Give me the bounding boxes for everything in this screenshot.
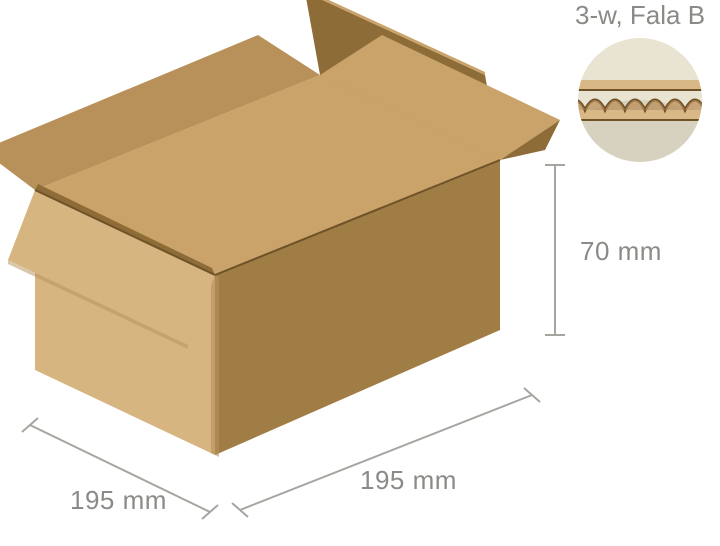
- box-body: [0, 0, 560, 457]
- cardboard-type-label: 3-w, Fala B: [575, 0, 705, 31]
- flute-badge: [570, 30, 710, 170]
- dimension-height-label: 70 mm: [580, 236, 662, 267]
- dimension-length-label: 195 mm: [360, 465, 457, 496]
- box-edge-corner: [211, 273, 219, 457]
- product-diagram: 3-w, Fala B 70 mm 195 mm 195 mm: [0, 0, 720, 546]
- dimension-width-label: 195 mm: [70, 485, 167, 516]
